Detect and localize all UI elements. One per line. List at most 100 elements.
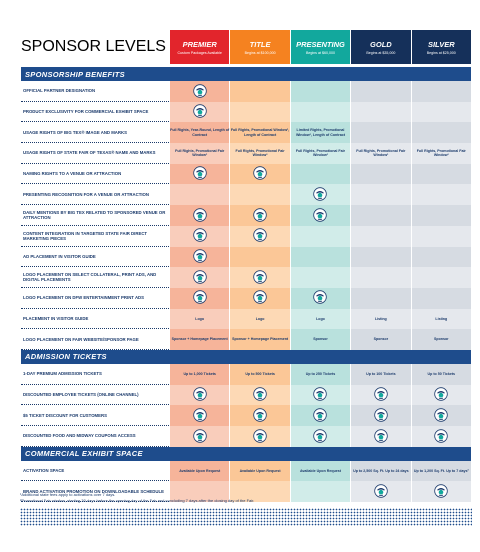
cell (230, 81, 290, 102)
row-label: CONTENT INTEGRATION IN TARGETED STATE FA… (21, 226, 169, 247)
benefit-row: AD PLACEMENT IN VISITOR GUIDE (21, 246, 471, 268)
cell (170, 481, 230, 503)
footnote: ²Promotional Fair window, starting 30 da… (20, 497, 255, 503)
cell-text: Full Rights, Year-Round, Length of Contr… (170, 122, 230, 144)
benefit-row: ACTIVATION SPACE Available Upon Request Av… (21, 460, 471, 482)
big-tex-icon (192, 408, 207, 422)
cell-text: Sponsor + Homepage Placement (230, 329, 290, 350)
sponsor-table: SPONSOR LEVELS PREMIER Custom Packages Ava… (20, 30, 472, 503)
big-tex-icon (313, 290, 328, 305)
cell-text: Available Upon Request (290, 460, 351, 482)
cell (170, 405, 230, 426)
big-tex-icon (192, 208, 207, 222)
cell (351, 267, 411, 288)
big-tex-icon (434, 428, 448, 443)
cell-text: Full Rights, Promotional Fair Window¹ (290, 143, 351, 164)
cell (411, 81, 471, 102)
row-label: DAILY MENTIONS BY BIG TEX RELATED TO SPO… (21, 205, 169, 226)
row-label: USAGE RIGHTS OF STATE FAIR OF TEXAS® NAM… (21, 143, 169, 164)
cell-text: Listing (411, 308, 471, 330)
benefit-row: NAMING RIGHTS TO A VENUE OR ATTRACTION (21, 163, 471, 185)
benefit-row: 1-DAY PREMIUM ADMISSION TICKETS Up to 1,0… (21, 363, 471, 385)
cell-text: Up to 50 Tickets (411, 363, 471, 385)
cell (230, 184, 290, 206)
cell-text: Full Rights, Promotional Window¹, Length… (230, 122, 290, 144)
cell (290, 384, 351, 406)
cell (290, 163, 351, 185)
cell (351, 426, 411, 447)
cell (411, 101, 471, 123)
cell (170, 384, 230, 406)
cell (351, 384, 411, 406)
big-tex-icon (313, 387, 328, 401)
cell (411, 163, 471, 185)
level-name: PRESENTING (296, 39, 345, 49)
big-tex-icon (192, 428, 207, 443)
row-label: USAGE RIGHTS OF BIG TEX® IMAGE AND MARKS (21, 122, 169, 144)
level-header: SILVER Begins at $25,000 (411, 30, 471, 64)
cell (290, 246, 351, 268)
cell-text: Logo (290, 308, 351, 330)
cell-text: Full Rights, Promotional Fair Window¹ (170, 143, 230, 164)
cell (170, 205, 230, 226)
cell (411, 405, 471, 426)
cell (351, 163, 411, 185)
big-tex-icon (374, 408, 388, 422)
big-tex-icon (253, 290, 267, 305)
cell (411, 246, 471, 268)
page-title: SPONSOR LEVELS (21, 38, 166, 55)
big-tex-icon (374, 428, 388, 443)
level-name: GOLD (370, 39, 392, 49)
big-tex-icon (253, 428, 267, 443)
row-label: PRESENTING RECOGNITION FOR A VENUE OR AT… (21, 184, 169, 206)
section-title: SPONSORSHIP BENEFITS (21, 67, 471, 81)
cell (351, 405, 411, 426)
big-tex-icon (253, 166, 267, 181)
cell (170, 184, 230, 206)
big-tex-icon (434, 387, 448, 401)
cell (351, 246, 411, 268)
row-label: ACTIVATION SPACE (21, 461, 169, 482)
cell (170, 163, 230, 185)
cell (230, 101, 290, 123)
cell (290, 481, 351, 503)
row-label: OFFICIAL PARTNER DESIGNATION (21, 81, 169, 102)
cell (230, 287, 290, 309)
row-label: $5 TICKET DISCOUNT FOR CUSTOMERS (21, 405, 169, 426)
row-label: PRODUCT EXCLUSIVITY FOR COMMERCIAL EXHIB… (21, 102, 169, 123)
big-tex-icon (253, 408, 267, 422)
benefit-row: LOGO PLACEMENT ON FAIR WEBSITE/SPONSOR P… (21, 329, 471, 350)
level-name: TITLE (249, 39, 271, 49)
level-header: GOLD Begins at $35,000 (351, 30, 411, 64)
big-tex-icon (434, 408, 448, 422)
cell-text: Available Upon Request (230, 460, 290, 482)
benefit-row: PLACEMENT IN VISITOR GUIDE Logo Logo Logo Li… (21, 308, 471, 330)
cell-text: Listing (351, 308, 411, 330)
section-row: ADMISSION TICKETS (21, 349, 471, 364)
cell-text: Available Upon Request (170, 460, 230, 482)
benefit-row: USAGE RIGHTS OF BIG TEX® IMAGE AND MARKS… (21, 122, 471, 144)
cell (351, 205, 411, 226)
cell (290, 101, 351, 123)
cell (170, 267, 230, 288)
big-tex-icon (313, 208, 328, 222)
big-tex-icon (253, 208, 267, 222)
cell (411, 184, 471, 206)
cell (230, 481, 290, 503)
cell-text: Up to 1,000 Tickets (170, 363, 230, 385)
benefit-row: BRAND ACTIVATION PROMOTION ON DOWNLOADAB… (21, 481, 471, 503)
row-label: LOGO PLACEMENT ON DFW ENTERTAINMENT PRIN… (21, 288, 169, 309)
level-price: Begins at $25,000 (426, 50, 456, 55)
level-price: Begins at $100,000 (244, 50, 276, 55)
level-price: Custom Packages Available (177, 50, 222, 55)
big-tex-icon (374, 484, 388, 498)
cell (170, 246, 230, 268)
benefit-row: LOGO PLACEMENT ON SELECT COLLATERAL, PRI… (21, 267, 471, 288)
title-cell: SPONSOR LEVELS (21, 30, 169, 64)
cell-text: Full Rights, Promotional Fair Window¹ (351, 143, 411, 164)
section-row: COMMERCIAL EXHIBIT SPACE (21, 446, 471, 461)
cell (351, 122, 411, 144)
footnote: ¹Additional state fees apply to activati… (20, 492, 116, 497)
cell (290, 225, 351, 247)
